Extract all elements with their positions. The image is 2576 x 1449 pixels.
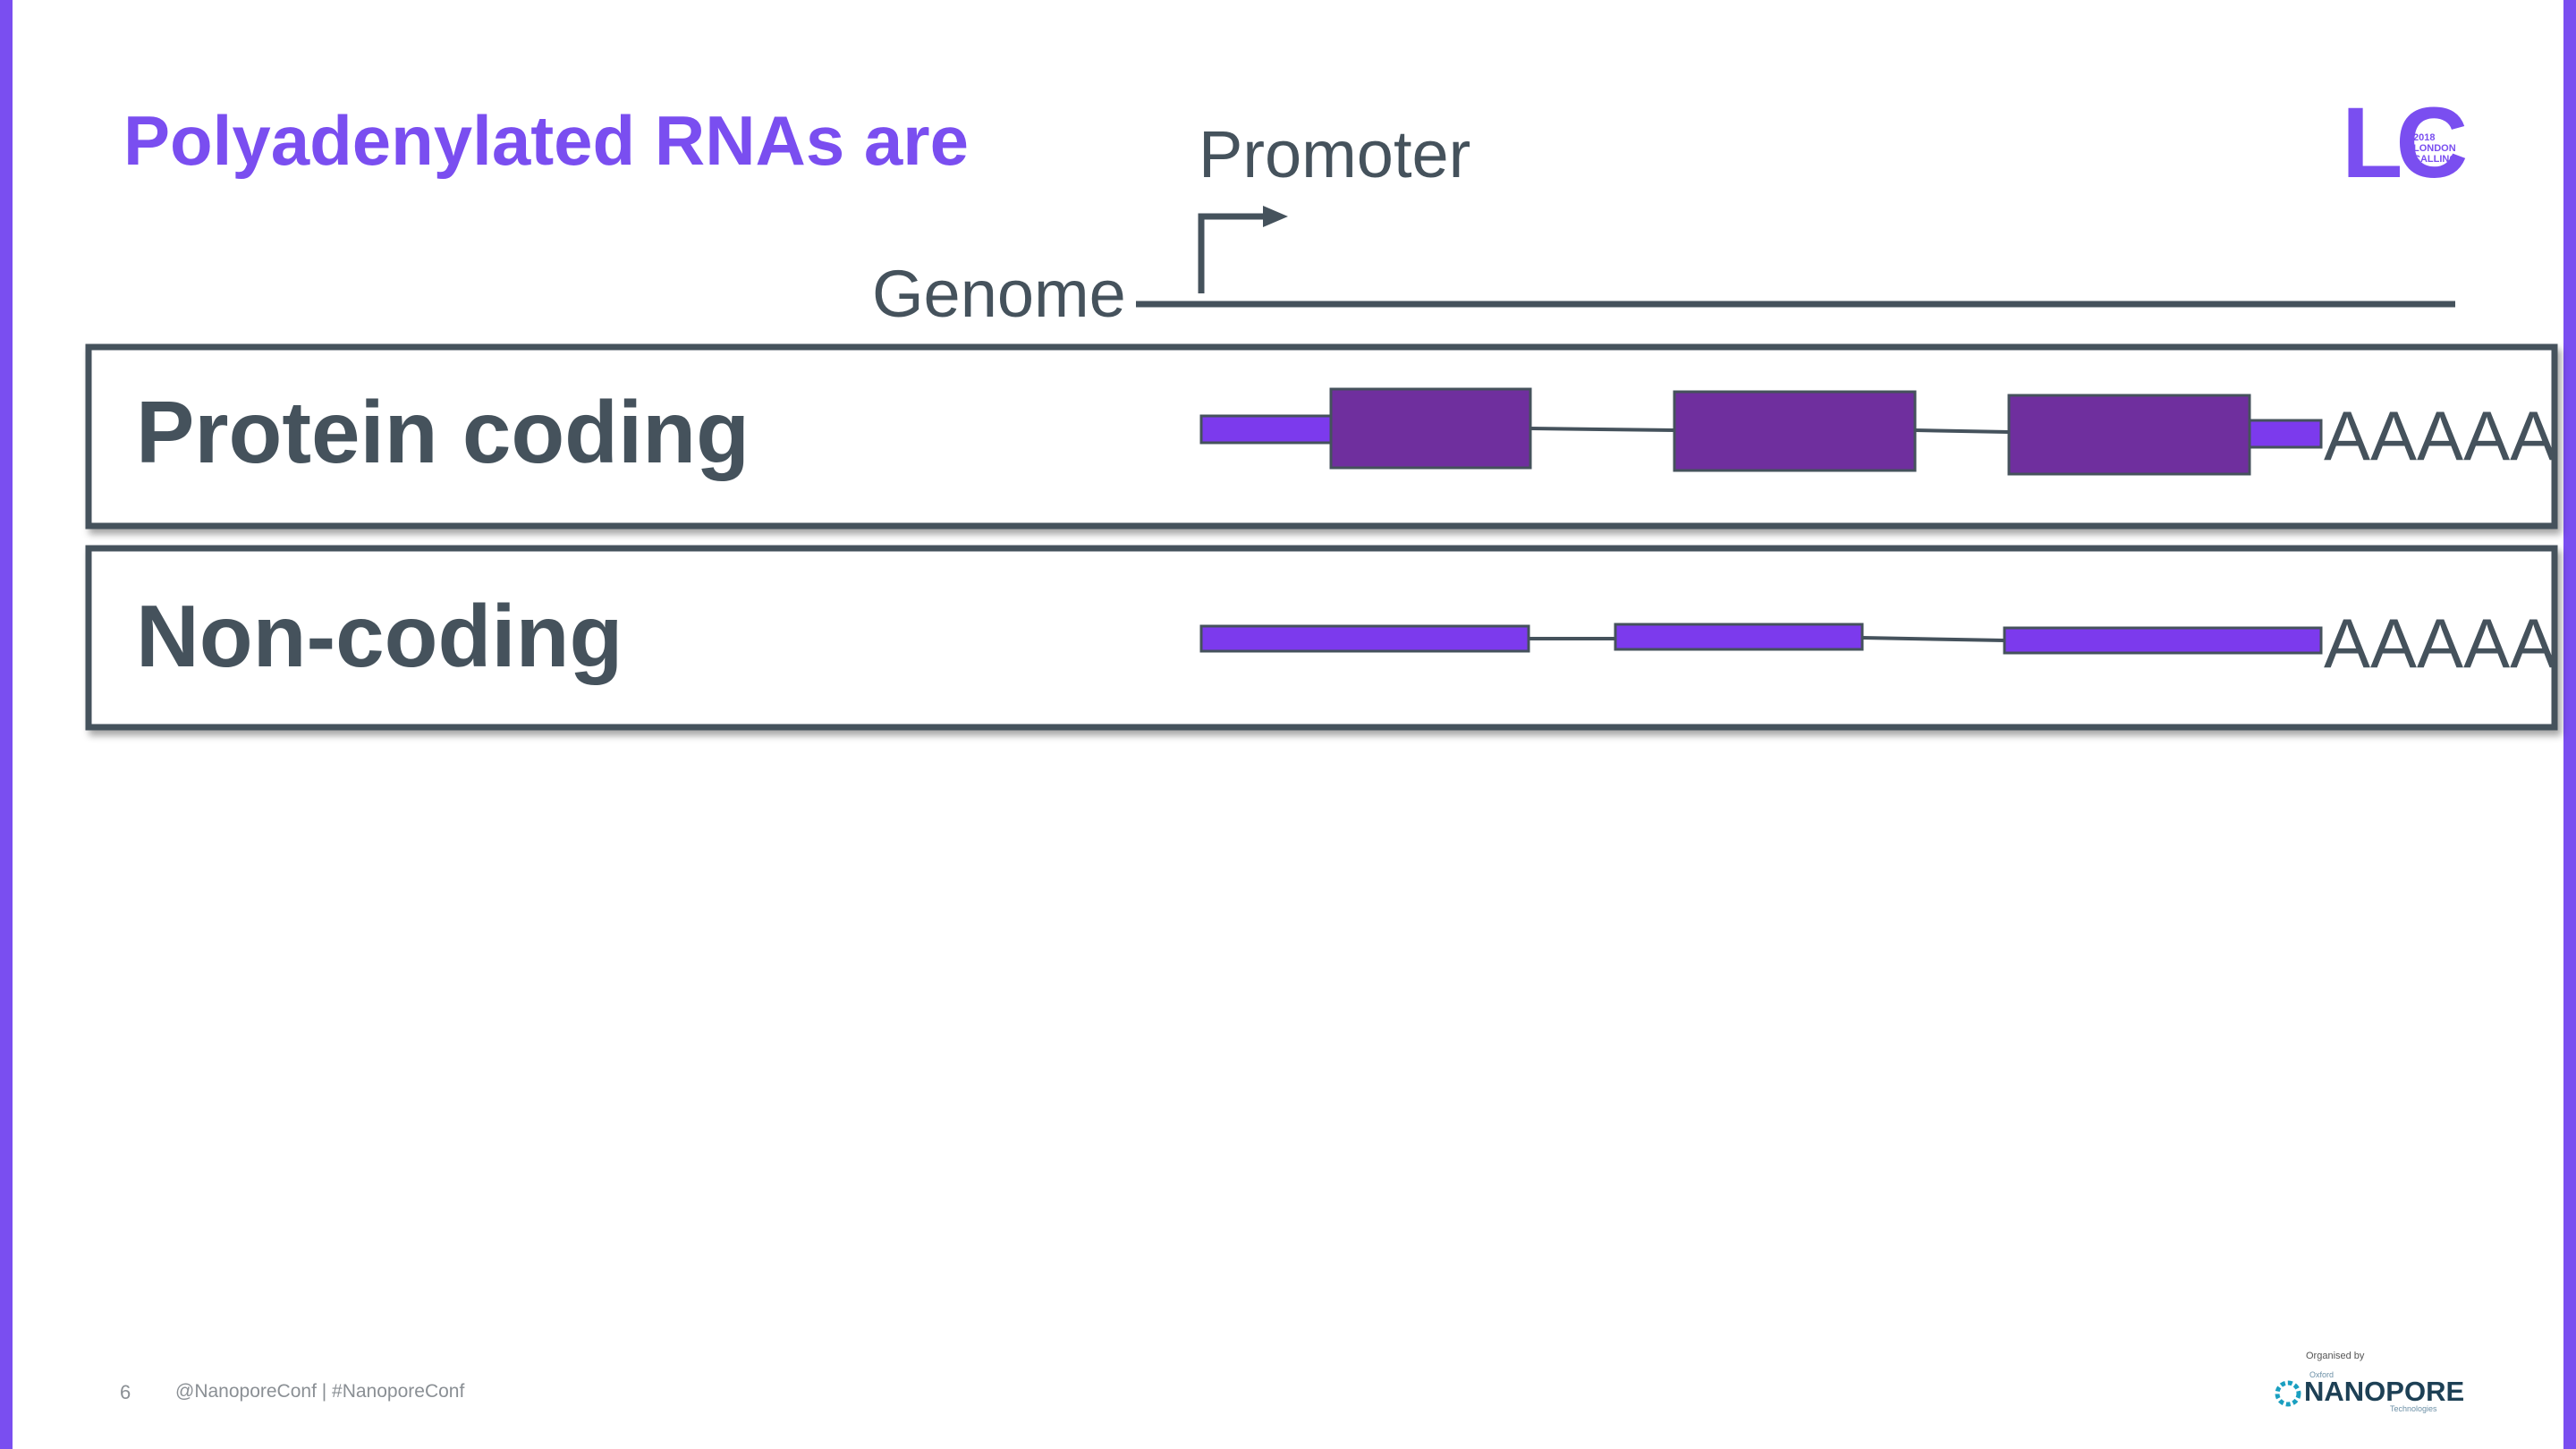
oxford-nanopore-logo: Oxford NANOPORE Technologies — [2272, 1367, 2469, 1417]
exon-2 — [1673, 390, 1917, 472]
london-calling-text: 2018 LONDON CALLING — [2413, 132, 2457, 165]
row-label-protein-coding: Protein coding — [136, 383, 750, 481]
promoter-arrow — [1198, 213, 1263, 293]
polya-tail-protein-coding: AAAAA — [2324, 396, 2557, 475]
nanopore-gear-icon — [2275, 1380, 2301, 1407]
row-label-non-coding: Non-coding — [136, 587, 623, 685]
london-calling-mark: LC — [2342, 87, 2468, 199]
organised-by-label: Organised by — [2306, 1351, 2365, 1361]
polya-tail-non-coding: AAAAA — [2324, 604, 2557, 682]
slide-title: Polyadenylated RNAs are — [123, 101, 970, 180]
nc-exon-2 — [1614, 623, 1864, 651]
nc-exon-1 — [1199, 624, 1530, 653]
left-accent-bar — [0, 0, 13, 1449]
nc-exon-3 — [2003, 626, 2323, 655]
utr-3prime — [2248, 419, 2323, 449]
promoter-label: Promoter — [1199, 117, 1471, 191]
intron-2 — [1914, 428, 2010, 434]
london-calling-logo: LC 2018 LONDON CALLING — [2342, 93, 2468, 193]
page-number: 6 — [120, 1381, 131, 1403]
footer-hashtag: @NanoporeConf | #NanoporeConf — [175, 1381, 465, 1402]
promoter-arrowhead — [1263, 206, 1288, 227]
utr-5prime — [1199, 414, 1333, 445]
nc-intron-2 — [1861, 636, 2005, 642]
exon-3 — [2007, 394, 2251, 476]
intron-1 — [1530, 427, 1675, 432]
right-accent-bar — [2563, 0, 2576, 1449]
genome-label: Genome — [872, 257, 1126, 331]
exon-1 — [1329, 387, 1532, 470]
